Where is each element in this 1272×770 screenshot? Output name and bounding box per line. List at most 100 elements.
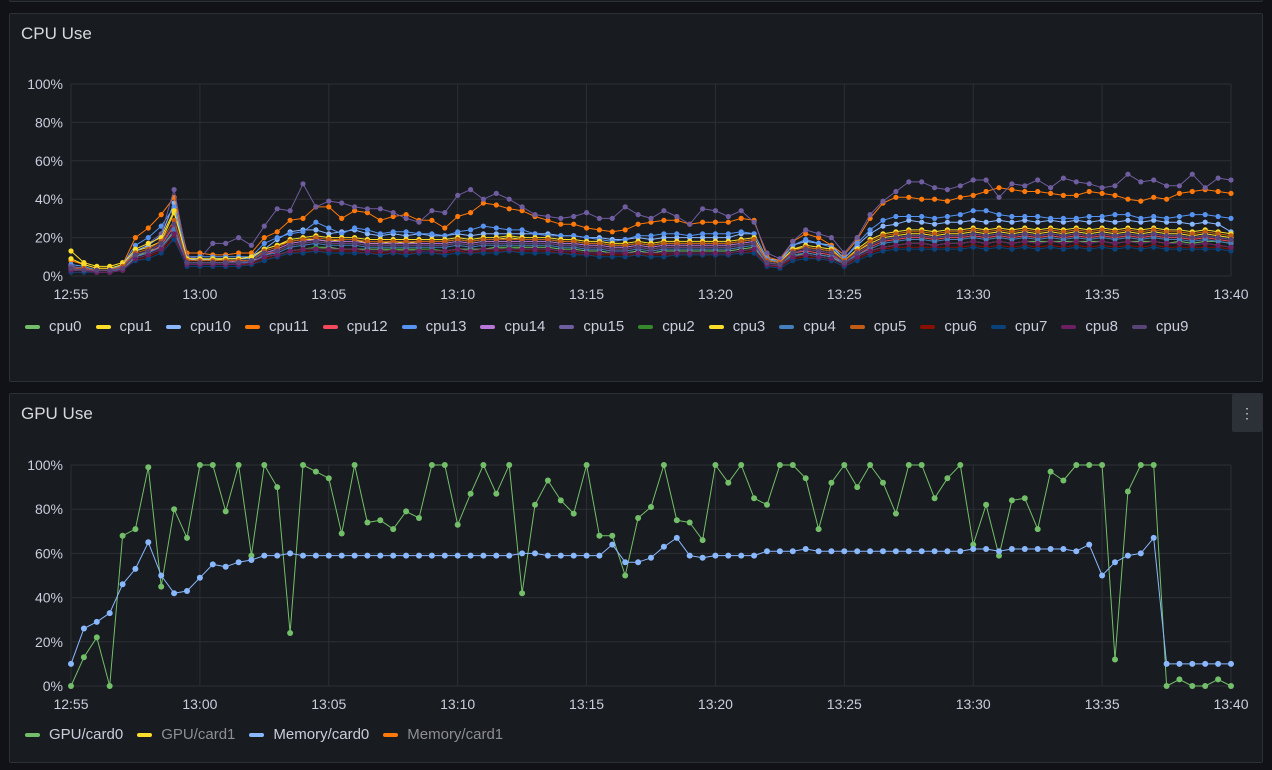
data-point <box>287 208 293 214</box>
data-point <box>106 683 113 689</box>
data-point <box>944 198 951 204</box>
legend-item-cpu13[interactable]: cpu13 <box>401 312 466 341</box>
data-point <box>660 543 667 550</box>
chart-legend: cpu0 cpu1 cpu10 cpu11 cpu12 cpu13 cpu14 cpu15 cp… <box>25 312 1252 341</box>
data-point <box>558 238 564 244</box>
data-point <box>725 250 731 256</box>
data-point <box>815 526 822 533</box>
data-point <box>635 515 642 521</box>
data-point <box>325 475 332 482</box>
data-point <box>777 256 783 262</box>
data-point <box>1035 246 1041 252</box>
data-point <box>158 250 164 256</box>
data-point <box>1034 526 1041 533</box>
legend-item-cpu7[interactable]: cpu7 <box>990 312 1047 341</box>
data-point <box>983 240 989 246</box>
data-point <box>1060 219 1066 225</box>
data-point <box>944 548 951 555</box>
data-point <box>674 244 680 250</box>
legend-item-cpu1[interactable]: cpu1 <box>95 312 152 341</box>
data-point <box>1163 683 1170 689</box>
data-point <box>377 248 383 254</box>
data-point <box>274 235 280 241</box>
data-point <box>403 508 410 515</box>
data-point <box>674 231 680 237</box>
panel-title: CPU Use <box>21 24 92 43</box>
legend-item-cpu3[interactable]: cpu3 <box>708 312 765 341</box>
data-point <box>261 223 267 229</box>
data-point <box>1215 188 1221 195</box>
data-point <box>493 225 499 231</box>
legend-item-cpu9[interactable]: cpu9 <box>1131 312 1188 341</box>
data-point <box>80 654 87 661</box>
data-point <box>1151 194 1157 200</box>
data-point <box>764 260 770 266</box>
data-point <box>493 250 499 256</box>
panel-menu-button[interactable]: ⋮ <box>1232 394 1262 432</box>
legend-item-cpu15[interactable]: cpu15 <box>559 312 624 341</box>
data-point <box>1112 240 1118 246</box>
data-point <box>1099 244 1105 250</box>
data-point <box>300 246 306 252</box>
data-point <box>1125 212 1131 218</box>
data-point <box>326 250 332 256</box>
data-point <box>364 238 370 244</box>
legend-item-cpu10[interactable]: cpu10 <box>166 312 231 341</box>
legend-item-gpu-card0[interactable]: GPU/card0 <box>25 720 123 749</box>
data-point <box>906 236 912 243</box>
legend-item-cpu0[interactable]: cpu0 <box>25 312 82 341</box>
legend-item-cpu6[interactable]: cpu6 <box>920 312 977 341</box>
data-point <box>931 495 938 502</box>
data-point <box>94 267 100 273</box>
data-point <box>222 508 229 515</box>
data-point <box>1189 231 1195 237</box>
data-point <box>906 179 912 185</box>
data-point <box>455 250 461 256</box>
data-point <box>197 250 203 256</box>
data-point <box>738 215 744 221</box>
data-point <box>1099 185 1105 191</box>
data-point <box>274 244 280 250</box>
data-point <box>957 548 964 555</box>
data-point <box>699 537 706 544</box>
data-point <box>996 548 1002 555</box>
data-point <box>506 227 512 233</box>
data-point <box>712 235 719 241</box>
legend-item-cpu8[interactable]: cpu8 <box>1061 312 1118 341</box>
legend-item-memory-card0[interactable]: Memory/card0 <box>249 720 369 749</box>
data-point <box>132 246 138 252</box>
data-point <box>867 248 873 254</box>
legend-item-cpu2[interactable]: cpu2 <box>638 312 695 341</box>
legend-item-cpu14[interactable]: cpu14 <box>480 312 545 341</box>
gpu-use-chart[interactable]: 0% 20% 40% 60% 80% 100% 12:55 13:00 13:05 13:10 13… <box>10 394 1262 714</box>
data-point <box>1228 240 1234 246</box>
data-point <box>145 235 151 241</box>
data-point <box>519 231 525 237</box>
legend-item-cpu11[interactable]: cpu11 <box>244 312 309 341</box>
data-point <box>867 212 873 218</box>
cpu-use-chart[interactable]: 0% 20% 40% 60% 80% 100% 12:55 13:00 13:05 13:10 13… <box>10 14 1262 314</box>
legend-item-gpu-card1[interactable]: GPU/card1 <box>137 720 235 749</box>
data-point <box>339 246 345 252</box>
data-point <box>467 490 474 497</box>
data-point <box>261 240 267 246</box>
data-point <box>519 208 525 214</box>
data-point <box>1048 244 1054 250</box>
legend-swatch <box>137 732 153 737</box>
legend-item-memory-card1[interactable]: Memory/card1 <box>383 720 503 749</box>
data-point <box>377 231 383 237</box>
data-point <box>248 254 254 260</box>
data-point <box>506 246 512 252</box>
legend-item-cpu4[interactable]: cpu4 <box>779 312 836 341</box>
legend-item-cpu5[interactable]: cpu5 <box>849 312 906 341</box>
x-tick-label: 13:40 <box>1213 286 1248 302</box>
data-point <box>609 242 615 248</box>
data-point <box>1189 171 1195 177</box>
legend-item-cpu12[interactable]: cpu12 <box>322 312 388 341</box>
legend-label: cpu12 <box>346 318 388 335</box>
data-point <box>1138 179 1144 185</box>
data-point <box>700 219 706 225</box>
data-point <box>119 532 126 539</box>
data-point <box>261 250 267 256</box>
data-point <box>1138 219 1144 225</box>
